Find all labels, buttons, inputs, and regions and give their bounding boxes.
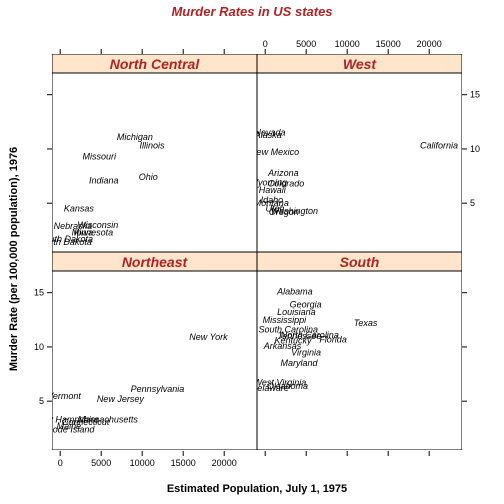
x-tick-label-bottom: 15000 [171,458,196,468]
point-label: Kentucky [274,335,312,345]
point-label: Washington [271,206,318,216]
point-label: South Dakota [39,234,94,244]
panel-frame [257,72,462,252]
y-axis-title: Murder Rate (per 100,000 population), 19… [8,147,20,371]
y-tick-label-bottom-left: 15 [34,288,44,298]
strip-label: Northeast [122,254,189,270]
point-label: Kansas [64,204,95,214]
point-label: Georgia [290,300,322,310]
x-tick-label-bottom: 0 [58,458,63,468]
x-tick-label-top: 20000 [417,39,442,49]
point-label: Nebraska [54,221,93,231]
x-tick-label-bottom: 10000 [130,458,155,468]
point-label: Tennessee [278,331,322,341]
x-axis-title: Estimated Population, July 1, 1975 [167,483,347,495]
point-label: Delaware [251,383,289,393]
x-tick-label-top: 10000 [335,39,360,49]
x-tick-label-top: 15000 [376,39,401,49]
strip-label: West [343,56,378,72]
point-label: New Jersey [97,394,145,404]
point-label: Connecticut [62,417,110,427]
point-label: Vermont [47,391,81,401]
point-label: New Mexico [250,147,299,157]
point-label: California [420,141,458,151]
point-label: Missouri [83,152,118,162]
strip-label: South [340,254,380,270]
point-label: Arizona [267,168,299,178]
point-label: Montana [254,198,289,208]
point-label: Alaska [254,130,282,140]
chart-title: Murder Rates in US states [171,4,332,19]
point-label: Texas [354,318,378,328]
y-tick-label-top-right: 15 [470,90,480,100]
point-label: Michigan [117,132,153,142]
point-label: New Hampshire [35,415,99,425]
point-label: Minnesota [72,227,114,237]
point-label: Louisiana [277,307,316,317]
panel-frame [257,270,462,450]
point-label: Oregon [269,207,299,217]
point-label: Indiana [89,175,119,185]
point-label: Virginia [291,347,321,357]
point-label: Hawaii [259,185,287,195]
point-label: South Carolina [259,325,319,335]
point-label: Alabama [276,287,313,297]
point-label: New York [189,332,228,342]
point-label: Wyoming [250,178,288,188]
point-label: Nevada [255,128,286,138]
point-label: Ohio [139,172,158,182]
panel-frame [52,270,257,450]
point-label: Florida [319,334,347,344]
point-label: Idaho [261,195,284,205]
y-tick-label-bottom-left: 5 [39,396,44,406]
point-label: Iowa [74,227,93,237]
x-tick-label-bottom: 5000 [91,458,111,468]
point-label: Colorado [268,179,305,189]
point-label: Wisconsin [77,220,118,230]
x-tick-label-top: 0 [263,39,268,49]
x-tick-label-bottom: 20000 [212,458,237,468]
y-tick-label-top-right: 10 [470,144,480,154]
point-label: Maryland [280,358,318,368]
point-label: West Virginia [254,378,307,388]
x-tick-label-top: 5000 [296,39,316,49]
point-label: Oklahoma [267,381,308,391]
point-label: North Carolina [281,330,339,340]
y-tick-label-bottom-left: 10 [34,342,44,352]
point-label: Pennsylvania [131,384,185,394]
point-label: Illinois [140,141,166,151]
point-label: Utah [266,204,285,214]
point-label: Rhode Island [41,424,95,434]
point-label: Maine [57,421,82,431]
panel-frame [52,72,257,252]
strip-label: North Central [110,56,201,72]
point-label: Mississippi [263,315,308,325]
point-label: North Dakota [39,237,92,247]
point-label: Arkansas [263,341,302,351]
point-label: Massachusetts [78,415,139,425]
y-tick-label-top-right: 5 [470,198,475,208]
